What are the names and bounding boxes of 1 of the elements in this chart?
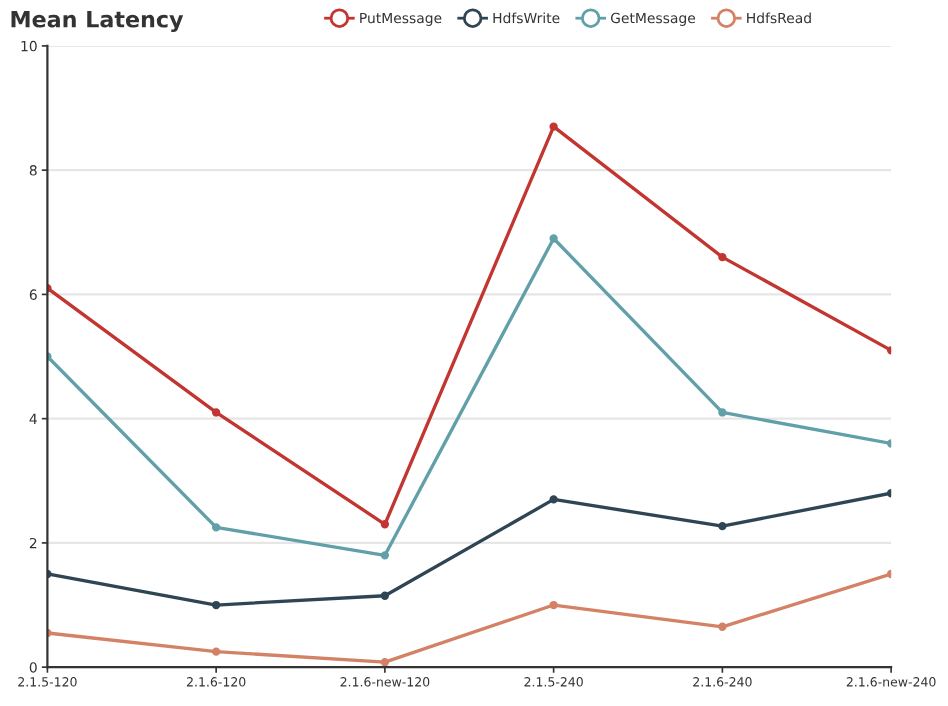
chart-title: Mean Latency [11,11,184,33]
